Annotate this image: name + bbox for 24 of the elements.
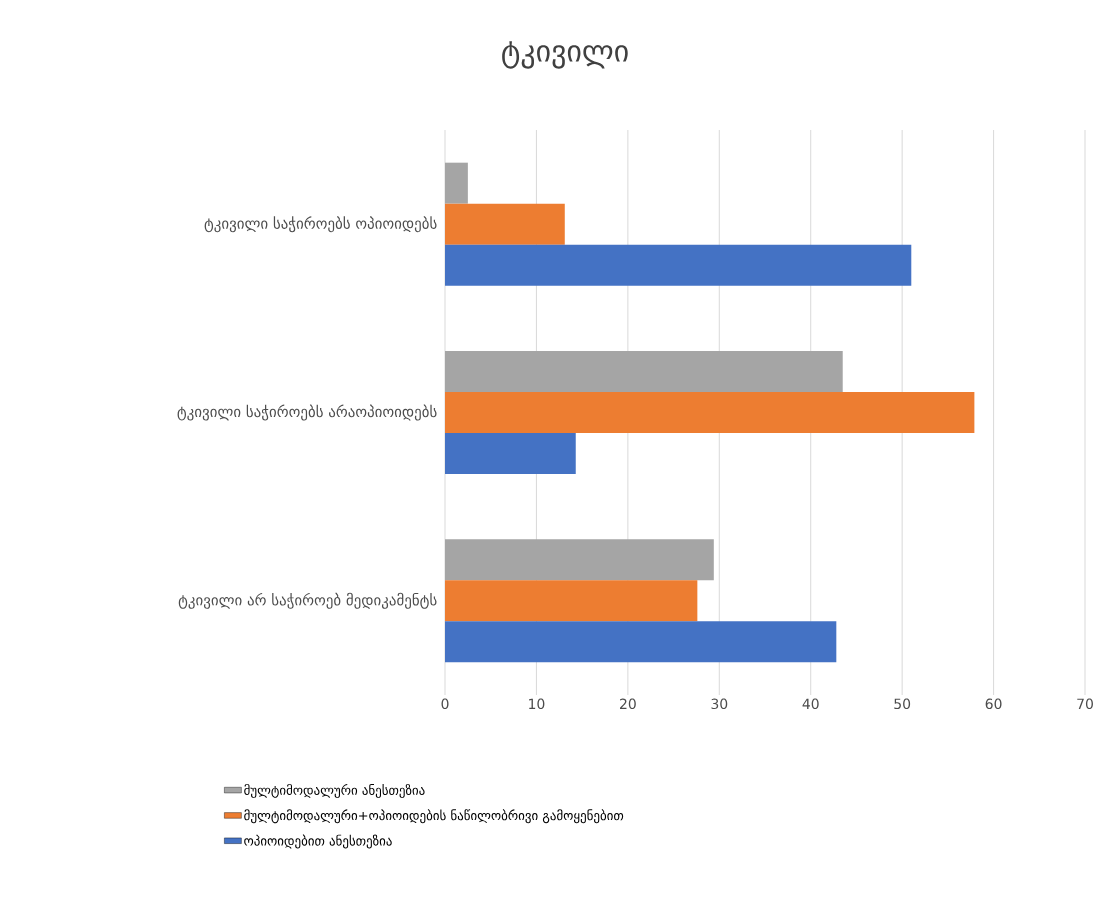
bar xyxy=(445,621,837,663)
bar xyxy=(445,433,576,475)
x-tick-label: 40 xyxy=(802,698,819,710)
bar xyxy=(445,244,912,286)
bar xyxy=(445,392,975,433)
y-tick-label: ტკივილი საჭიროებს არაოპიოიდებს xyxy=(177,404,437,421)
x-tick-label: 70 xyxy=(1077,698,1093,710)
bar xyxy=(445,162,468,204)
bar xyxy=(445,351,843,392)
y-tick-label: ტკივილი საჭიროებს ოპიოიდებს xyxy=(204,216,437,233)
x-tick-label: 30 xyxy=(711,698,728,710)
x-tick-label: 50 xyxy=(894,698,911,710)
chart-title: ტკივილი xyxy=(502,41,628,69)
bar xyxy=(445,203,565,245)
legend-label: ოპიოიდებით ანესთეზია xyxy=(244,834,392,849)
y-tick-label: ტკივილი არ საჭიროებ მედიკამენტს xyxy=(178,592,437,609)
bar xyxy=(445,580,698,622)
legend-label: მულტიმოდალური ანესთეზია xyxy=(244,783,425,798)
bar xyxy=(445,539,714,581)
x-tick-label: 60 xyxy=(985,698,1002,710)
x-tick-label: 10 xyxy=(529,698,545,710)
x-tick-label: 20 xyxy=(620,698,636,710)
legend-label: მულტიმოდალური+ოპიოიდების ნაწილობრივი გამოყენებით xyxy=(244,809,624,824)
x-tick-label: 0 xyxy=(441,698,449,710)
